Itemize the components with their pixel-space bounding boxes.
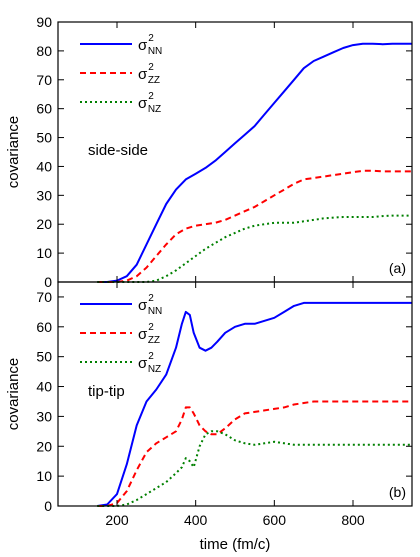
x-tick-label: 400	[184, 512, 208, 528]
legend-label-nn: σ2 NN	[138, 293, 162, 317]
plot-frame	[57, 281, 413, 507]
y-tick-label: 50	[36, 130, 52, 146]
y-tick-label: 40	[36, 158, 52, 174]
legend-label-nn: σ2 NN	[138, 33, 162, 57]
y-tick-label: 30	[36, 408, 52, 424]
y-tick-label: 10	[36, 245, 52, 261]
y-axis-label: covariance	[5, 358, 22, 431]
y-tick-label: 60	[36, 319, 52, 335]
y-tick-label: 10	[36, 468, 52, 484]
y-tick-label: 30	[36, 187, 52, 203]
legend-label-nz: σ2 NZ	[138, 351, 161, 375]
y-tick-label: 40	[36, 379, 52, 395]
legend: σ2 NN σ2 ZZ σ2 NZ	[80, 293, 162, 375]
panel-annotation: side-side	[88, 142, 148, 159]
y-tick-label: 20	[36, 438, 52, 454]
y-tick-label: 0	[44, 274, 52, 290]
series-line-nz	[97, 430, 412, 507]
series-line-zz	[97, 169, 412, 283]
y-tick-label: 80	[36, 43, 52, 59]
panel-label: (a)	[389, 260, 406, 276]
x-axis-label: time (fm/c)	[200, 536, 271, 553]
legend-label-nz: σ2 NZ	[138, 91, 161, 115]
panel-annotation: tip-tip	[88, 383, 125, 400]
y-tick-label: 90	[36, 14, 52, 30]
y-tick-label: 50	[36, 349, 52, 365]
y-tick-label: 70	[36, 289, 52, 305]
series-line-nn	[97, 42, 412, 283]
y-tick-label: 0	[44, 498, 52, 514]
panel-b: 0 10 20 30 40 50 60 70 200 400 600 800 covariance σ2 N…	[5, 281, 413, 528]
y-tick-label: 20	[36, 216, 52, 232]
x-tick-label: 200	[105, 512, 129, 528]
panel-label: (b)	[389, 484, 406, 500]
legend-label-zz: σ2 ZZ	[138, 322, 160, 346]
legend-label-zz: σ2 ZZ	[138, 62, 160, 86]
y-tick-label: 70	[36, 72, 52, 88]
y-axis-label: covariance	[5, 116, 22, 189]
y-tick-label: 60	[36, 101, 52, 117]
series-line-zz	[97, 400, 412, 507]
legend: σ2 NN σ2 ZZ σ2 NZ	[80, 33, 162, 115]
series-line-nn	[97, 301, 412, 507]
x-tick-label: 800	[341, 512, 365, 528]
x-tick-label: 600	[263, 512, 287, 528]
